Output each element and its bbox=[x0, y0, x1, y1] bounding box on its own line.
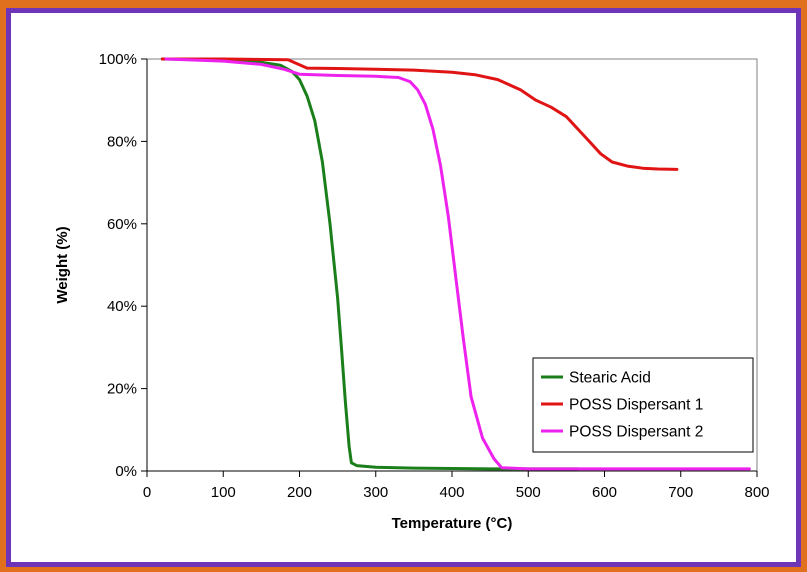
y-tick-label: 100% bbox=[99, 51, 137, 68]
legend-label: Stearic Acid bbox=[569, 370, 651, 387]
x-tick-label: 700 bbox=[668, 484, 693, 501]
legend-box bbox=[532, 357, 754, 453]
x-tick-label: 400 bbox=[439, 484, 464, 501]
y-tick-label: 40% bbox=[107, 298, 137, 315]
x-tick-label: 600 bbox=[592, 484, 617, 501]
y-axis-title: Weight (%) bbox=[54, 226, 71, 303]
chart-svg: 0 100 200 300 400 500 600 700 800 0% 20% 40% 60% 80% 1… bbox=[54, 51, 770, 532]
legend-label: POSS Dispersant 1 bbox=[569, 397, 703, 414]
x-tick-label: 800 bbox=[744, 484, 769, 501]
series-layer bbox=[160, 57, 751, 471]
x-tick-label: 200 bbox=[287, 484, 312, 501]
series-line-stearic-acid bbox=[160, 57, 580, 471]
chart-panel: 0 100 200 300 400 500 600 700 800 0% 20% 40% 60% 80% 1… bbox=[6, 8, 801, 567]
y-tick-label: 20% bbox=[107, 381, 137, 398]
ticks-layer: 0 100 200 300 400 500 600 700 800 0% 20% 40% 60% 80% 1… bbox=[99, 51, 770, 501]
legend: Stearic Acid POSS Dispersant 1 POSS Disper… bbox=[532, 357, 754, 453]
x-tick-label: 500 bbox=[516, 484, 541, 501]
x-axis-title: Temperature (°C) bbox=[392, 515, 513, 532]
x-tick-label: 100 bbox=[211, 484, 236, 501]
series-line-poss-dispersant-1 bbox=[160, 57, 679, 171]
y-tick-label: 0% bbox=[115, 463, 137, 480]
y-tick-label: 80% bbox=[107, 133, 137, 150]
series-line-poss-dispersant-2 bbox=[164, 57, 751, 471]
y-tick-label: 60% bbox=[107, 216, 137, 233]
x-tick-label: 0 bbox=[143, 484, 151, 501]
x-tick-label: 300 bbox=[363, 484, 388, 501]
legend-label: POSS Dispersant 2 bbox=[569, 424, 703, 441]
